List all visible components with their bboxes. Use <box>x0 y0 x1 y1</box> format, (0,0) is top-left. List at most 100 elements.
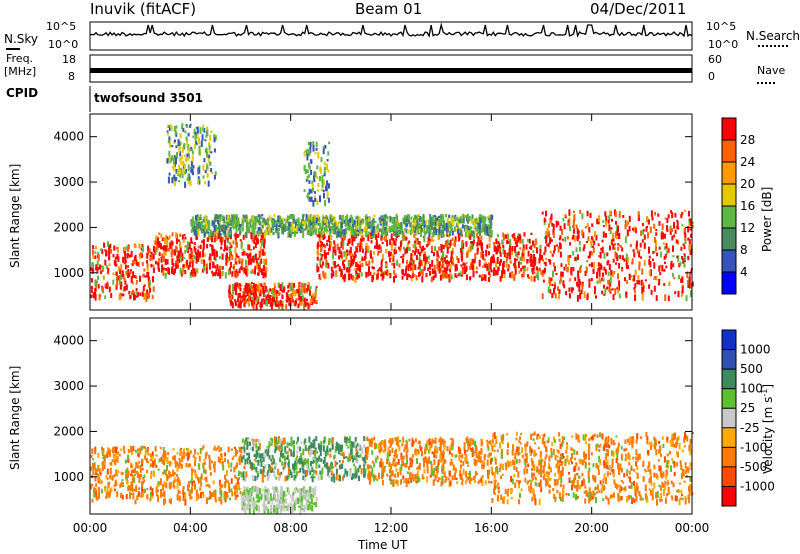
echo-cell <box>298 222 301 228</box>
echo-cell <box>685 295 688 302</box>
echo-cell <box>579 209 582 214</box>
echo-cell <box>172 469 175 477</box>
echo-cell <box>199 448 202 454</box>
echo-cell <box>153 460 156 466</box>
echo-cell <box>335 443 338 446</box>
echo-cell <box>355 270 358 274</box>
echo-cell <box>456 256 458 260</box>
echo-cell <box>109 467 112 475</box>
echo-cell <box>435 221 437 226</box>
echo-cell <box>339 445 342 452</box>
echo-cell <box>302 299 304 302</box>
echo-cell <box>332 260 335 266</box>
echo-cell <box>553 245 556 252</box>
echo-cell <box>356 443 359 447</box>
echo-cell <box>266 300 268 306</box>
echo-cell <box>487 223 490 230</box>
echo-cell <box>326 219 329 227</box>
echo-cell <box>684 232 687 238</box>
echo-cell <box>432 479 435 486</box>
echo-cell <box>278 475 280 481</box>
echo-cell <box>553 287 555 295</box>
echo-cell <box>240 260 243 268</box>
echo-cell <box>430 276 433 283</box>
echo-cell <box>442 220 445 223</box>
echo-cell <box>402 269 405 276</box>
echo-cell <box>448 275 451 283</box>
echo-cell <box>449 264 452 270</box>
echo-cell <box>136 262 139 266</box>
echo-cell <box>343 474 346 478</box>
echo-cell <box>134 449 137 453</box>
echo-cell <box>194 472 197 479</box>
echo-cell <box>214 265 217 269</box>
echo-cell <box>651 216 654 221</box>
echo-cell <box>135 259 138 265</box>
power-echo-cells <box>90 123 694 311</box>
echo-cell <box>313 217 316 221</box>
echo-cell <box>145 292 148 298</box>
echo-cell <box>330 476 333 482</box>
echo-cell <box>121 494 124 500</box>
echo-cell <box>446 265 449 272</box>
echo-cell <box>302 284 305 290</box>
echo-cell <box>513 236 516 242</box>
echo-cell <box>195 495 198 502</box>
echo-cell <box>677 255 680 262</box>
echo-cell <box>200 228 203 234</box>
echo-cell <box>490 466 493 472</box>
freq-label: Freq. <box>6 52 34 65</box>
echo-cell <box>225 479 228 483</box>
echo-cell <box>608 287 611 293</box>
echo-cell <box>140 474 142 478</box>
echo-cell <box>647 232 649 239</box>
echo-cell <box>214 257 217 262</box>
echo-cell <box>431 220 433 223</box>
echo-cell <box>372 225 375 233</box>
echo-cell <box>615 262 617 265</box>
echo-cell <box>104 295 107 300</box>
echo-cell <box>383 444 386 448</box>
echo-cell <box>120 481 123 487</box>
echo-cell <box>427 236 430 241</box>
echo-cell <box>186 156 189 161</box>
echo-cell <box>185 452 188 457</box>
echo-cell <box>470 448 472 451</box>
echo-cell <box>245 252 248 256</box>
echo-cell <box>170 240 173 243</box>
echo-cell <box>393 262 396 269</box>
echo-cell <box>314 171 317 178</box>
echo-cell <box>144 449 147 456</box>
echo-cell <box>307 142 310 146</box>
echo-cell <box>577 233 580 240</box>
echo-cell <box>436 251 439 258</box>
echo-cell <box>158 267 161 272</box>
echo-cell <box>229 252 231 258</box>
echo-cell <box>341 218 344 225</box>
echo-cell <box>442 214 445 221</box>
echo-cell <box>393 276 395 283</box>
echo-cell <box>627 265 630 269</box>
echo-cell <box>389 239 392 246</box>
echo-cell <box>593 240 596 245</box>
echo-cell <box>353 455 356 459</box>
echo-cell <box>466 440 468 444</box>
echo-cell <box>307 196 310 200</box>
echo-cell <box>264 449 267 456</box>
echo-cell <box>115 469 118 475</box>
echo-cell <box>305 213 308 221</box>
echo-cell <box>167 124 170 129</box>
echo-cell <box>459 271 462 277</box>
echo-cell <box>617 273 619 280</box>
echo-cell <box>371 467 374 474</box>
echo-cell <box>621 255 624 260</box>
echo-cell <box>647 219 650 225</box>
echo-cell <box>543 217 546 223</box>
echo-cell <box>412 259 415 267</box>
echo-cell <box>136 495 139 500</box>
echo-cell <box>215 214 218 220</box>
echo-cell <box>414 219 417 226</box>
echo-cell <box>125 469 128 474</box>
echo-cell <box>269 302 272 307</box>
echo-cell <box>245 459 248 463</box>
